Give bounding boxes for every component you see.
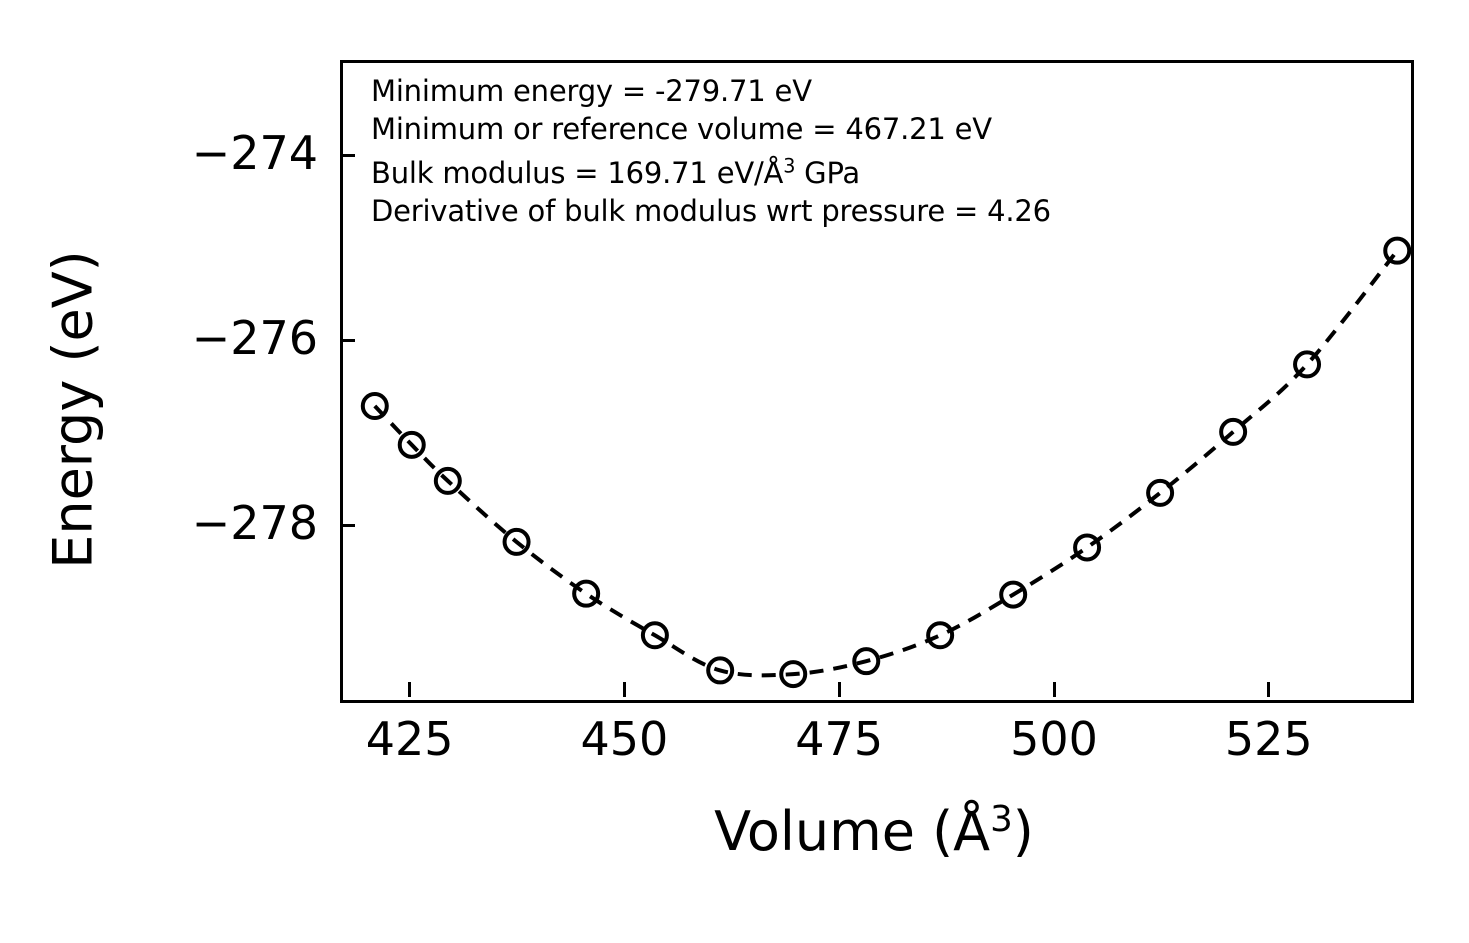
eos-dashed-line (373, 249, 1399, 678)
data-point-marker (502, 527, 531, 556)
energy-volume-series (360, 236, 1412, 689)
plot-axes-frame: Minimum energy = -279.71 eV Minimum or r… (340, 60, 1414, 703)
annotation-line-bulk-modulus: Bulk modulus = 169.71 eV/Å3 GPa (371, 155, 1051, 193)
x-tick-mark (622, 682, 626, 697)
x-tick-mark (1267, 682, 1271, 697)
x-tick-label: 525 (1224, 712, 1313, 766)
data-point-marker (1146, 478, 1175, 507)
data-point-marker (397, 430, 426, 459)
x-axis-title-tail: ) (1012, 800, 1034, 863)
y-tick-mark (340, 338, 355, 342)
data-point-marker (1383, 236, 1412, 265)
data-point-marker (572, 579, 601, 608)
data-point-marker (706, 656, 735, 685)
x-axis-title-base: Volume (Å (714, 800, 991, 863)
data-point-markers (360, 236, 1412, 689)
data-point-marker (360, 392, 389, 420)
x-tick-mark (1052, 682, 1056, 697)
x-tick-label: 475 (795, 712, 884, 766)
eos-curve-plot (360, 236, 1412, 689)
y-tick-mark (340, 523, 355, 527)
data-point-marker (852, 647, 881, 676)
annotation-bulk-modulus-suffix: GPa (795, 156, 861, 191)
x-axis-title-exponent: 3 (990, 799, 1013, 840)
data-point-marker (926, 621, 955, 650)
data-point-marker (1293, 350, 1322, 379)
x-tick-mark (837, 682, 841, 697)
annotation-bulk-modulus-exponent: 3 (783, 154, 796, 178)
data-point-marker (779, 660, 808, 689)
data-point-marker (999, 580, 1028, 609)
annotation-bulk-modulus-prefix: Bulk modulus = 169.71 eV/Å (371, 156, 784, 191)
fit-results-annotation: Minimum energy = -279.71 eV Minimum or r… (371, 73, 1051, 231)
x-axis-title: Volume (Å3) (340, 800, 1408, 863)
data-point-marker (640, 621, 669, 650)
annotation-line-bprime: Derivative of bulk modulus wrt pressure … (371, 194, 1051, 229)
data-point-marker (1073, 533, 1102, 562)
annotation-line-min-volume: Minimum or reference volume = 467.21 eV (371, 111, 992, 146)
data-point-marker (1219, 417, 1248, 446)
x-tick-label: 500 (1010, 712, 1098, 766)
x-tick-label: 450 (580, 712, 669, 766)
annotation-line-min-energy: Minimum energy = -279.71 eV (371, 74, 812, 108)
data-point-marker (433, 466, 462, 495)
y-axis-title: Energy (eV) (41, 250, 105, 569)
x-tick-mark (408, 682, 412, 697)
y-tick-mark (340, 153, 355, 157)
x-tick-label: 425 (365, 712, 454, 766)
